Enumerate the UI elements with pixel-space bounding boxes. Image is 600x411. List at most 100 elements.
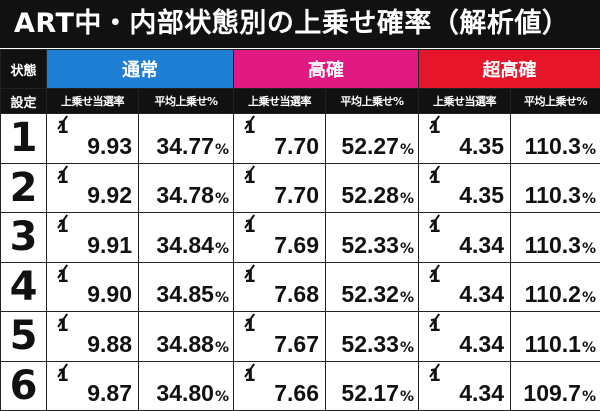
percent-unit: %: [215, 290, 229, 306]
normal-avg-value: 34.77: [156, 133, 214, 159]
percent-unit: %: [215, 340, 229, 356]
super-rate-header: 上乗せ当選率: [419, 89, 511, 114]
percent-unit: %: [582, 241, 596, 257]
high-avg-value: 52.33: [341, 331, 399, 357]
probability-table: 状態 通常 高確 超高確 設定 上乗せ当選率 平均上乗せ% 上乗せ当選率 平均上…: [0, 49, 600, 411]
super-high-rate-denominator: 4.34: [459, 331, 504, 358]
normal-rate-denominator: 9.91: [87, 232, 132, 259]
normal-avg-cell: 34.77%: [139, 114, 234, 164]
super-high-rate-denominator: 4.35: [459, 133, 504, 160]
high-rate-denominator: 7.66: [274, 380, 319, 407]
setting-number: 6: [1, 361, 47, 411]
high-avg-value: 52.32: [341, 281, 399, 307]
high-avg-cell: 52.33%: [326, 312, 419, 362]
high-avg-cell: 52.32%: [326, 262, 419, 312]
high-avg-header: 平均上乗せ%: [326, 89, 419, 114]
high-rate-denominator: 7.68: [274, 281, 319, 308]
setting-number: 5: [1, 312, 47, 362]
normal-avg-header: 平均上乗せ%: [139, 89, 234, 114]
super-high-avg-cell: 110.1%: [511, 312, 600, 362]
super-high-avg-cell: 110.3%: [511, 213, 600, 263]
normal-avg-cell: 34.85%: [139, 262, 234, 312]
setting-number: 2: [1, 163, 47, 213]
setting-number: 4: [1, 262, 47, 312]
percent-unit: %: [215, 389, 229, 405]
super-high-avg-value: 110.3: [525, 182, 581, 208]
setting-row-label: 設定: [1, 89, 47, 114]
state-row-label: 状態: [1, 50, 47, 89]
high-rate-denominator: 7.69: [274, 232, 319, 259]
super-high-avg-cell: 110.2%: [511, 262, 600, 312]
normal-rate-denominator: 9.87: [87, 380, 132, 407]
percent-unit: %: [215, 142, 229, 158]
normal-rate-header: 上乗せ当選率: [47, 89, 139, 114]
super-high-rate-denominator: 4.34: [459, 281, 504, 308]
high-avg-value: 52.27: [341, 133, 399, 159]
normal-avg-cell: 34.84%: [139, 213, 234, 263]
percent-unit: %: [582, 389, 596, 405]
normal-rate-denominator: 9.93: [87, 133, 132, 160]
normal-avg-cell: 34.78%: [139, 163, 234, 213]
super-high-avg-cell: 109.7%: [511, 361, 600, 411]
high-rate-denominator: 7.70: [274, 133, 319, 160]
super-high-avg-cell: 110.3%: [511, 114, 600, 164]
percent-unit: %: [400, 142, 414, 158]
percent-unit: %: [215, 241, 229, 257]
state-header-row: 状態 通常 高確 超高確: [1, 50, 600, 89]
sub-header-row: 設定 上乗せ当選率 平均上乗せ% 上乗せ当選率 平均上乗せ% 上乗せ当選率 平均…: [1, 89, 600, 114]
normal-avg-value: 34.80: [156, 380, 214, 406]
high-rate-denominator: 7.67: [274, 331, 319, 358]
percent-unit: %: [582, 290, 596, 306]
percent-unit: %: [582, 191, 596, 207]
percent-unit: %: [400, 241, 414, 257]
super-high-avg-value: 109.7: [523, 380, 581, 406]
high-avg-cell: 52.33%: [326, 213, 419, 263]
high-avg-value: 52.28: [341, 182, 399, 208]
percent-unit: %: [400, 389, 414, 405]
normal-avg-value: 34.84: [156, 232, 214, 258]
percent-unit: %: [400, 340, 414, 356]
high-rate-header: 上乗せ当選率: [234, 89, 326, 114]
percent-unit: %: [582, 340, 596, 356]
super-high-rate-denominator: 4.35: [459, 182, 504, 209]
setting-number: 1: [1, 114, 47, 164]
page-title: ART中・内部状態別の上乗せ確率（解析値）: [0, 0, 600, 48]
high-avg-value: 52.33: [341, 232, 399, 258]
super-high-rate-denominator: 4.34: [459, 232, 504, 259]
super-high-rate-denominator: 4.34: [459, 380, 504, 407]
high-avg-cell: 52.17%: [326, 361, 419, 411]
high-rate-denominator: 7.70: [274, 182, 319, 209]
percent-unit: %: [215, 191, 229, 207]
setting-number: 3: [1, 213, 47, 263]
state-high-header: 高確: [234, 50, 419, 89]
normal-rate-denominator: 9.88: [87, 331, 132, 358]
high-avg-value: 52.17: [341, 380, 399, 406]
super-high-avg-value: 110.3: [525, 232, 581, 258]
normal-avg-cell: 34.88%: [139, 312, 234, 362]
percent-unit: %: [400, 191, 414, 207]
state-super-high-header: 超高確: [419, 50, 600, 89]
normal-avg-value: 34.78: [156, 182, 214, 208]
normal-avg-value: 34.88: [156, 331, 214, 357]
normal-rate-denominator: 9.92: [87, 182, 132, 209]
super-avg-header: 平均上乗せ%: [511, 89, 600, 114]
high-avg-cell: 52.28%: [326, 163, 419, 213]
